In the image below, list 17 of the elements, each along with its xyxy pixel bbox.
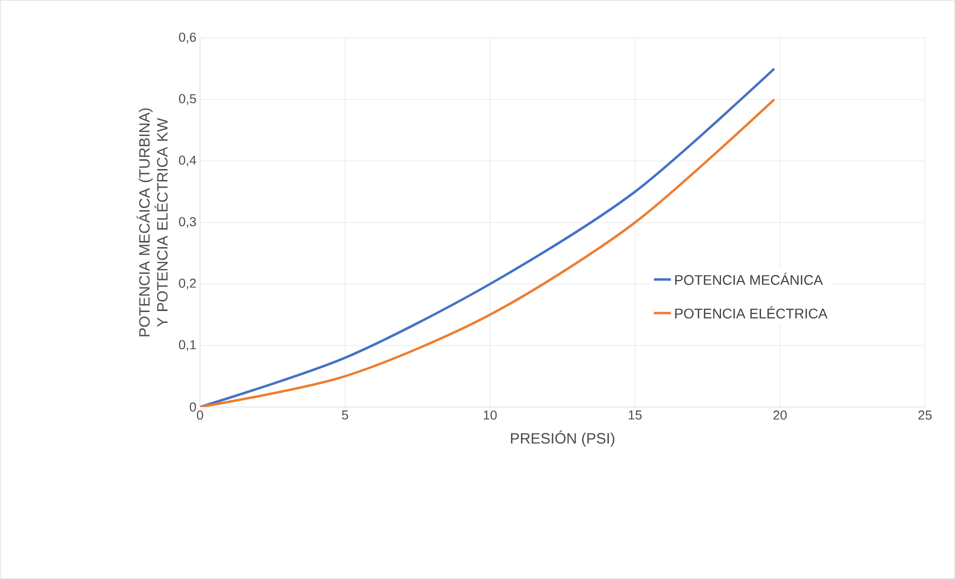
y-tick-label: 0,4 (178, 156, 196, 166)
x-tick-label: 5 (342, 410, 348, 420)
y-tick-label: 0,3 (178, 217, 196, 228)
y-tick-label: 0 (190, 402, 196, 412)
y-tick-label: 0,6 (178, 32, 196, 44)
x-tick-label: 15 (628, 410, 642, 420)
y-tick-label: 0,1 (178, 340, 196, 351)
x-tick-label: 0 (196, 410, 204, 420)
legend-label: POTENCIA ELÉCTRICA (675, 306, 828, 319)
x-axis-title: PRESIÓN (PSI) (511, 430, 614, 447)
y-axis-title: POTENCIA MECÁICA (TURBINA) Y POTENCIA ELÉCTRICA KW (136, 108, 168, 336)
y-tick-label: 0,5 (178, 94, 196, 105)
x-tick-label: 25 (918, 410, 932, 420)
x-tick-label: 20 (773, 410, 787, 420)
y-tick-label: 0,2 (178, 278, 196, 290)
x-tick-label: 10 (484, 410, 497, 420)
legend-label: POTENCIA MECÁNICA (675, 272, 823, 285)
